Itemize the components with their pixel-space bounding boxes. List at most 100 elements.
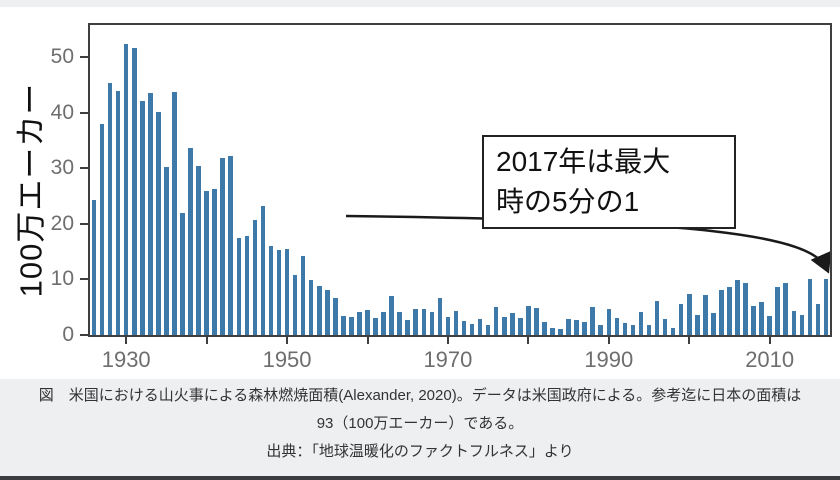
bar-1940 bbox=[204, 190, 209, 335]
bar-2003 bbox=[711, 312, 716, 335]
y-tick-label-20: 20 bbox=[50, 211, 74, 235]
bar-1946 bbox=[252, 220, 258, 335]
annotation-line-2: 時の5分の1 bbox=[496, 185, 640, 217]
x-tick-label-2010: 2010 bbox=[745, 347, 795, 372]
caption-line-1: 図 米国における山火事による森林燃焼面積(Alexander, 2020)。デー… bbox=[38, 387, 802, 404]
caption-line-3: 出典：「地球温暖化のファクトフルネス」より bbox=[266, 443, 574, 460]
x-tick-label-1950: 1950 bbox=[262, 347, 312, 372]
annotation-box: 2017年は最大 時の5分の1 bbox=[482, 135, 736, 229]
bar-1982 bbox=[542, 321, 547, 335]
x-tick-2000 bbox=[688, 337, 691, 344]
bar-1932 bbox=[139, 100, 145, 335]
bar-1955 bbox=[324, 290, 330, 335]
bar-1999 bbox=[678, 303, 684, 335]
y-tick-50 bbox=[80, 56, 88, 59]
bar-2007 bbox=[743, 283, 748, 335]
bar-1977 bbox=[501, 317, 507, 335]
bar-1975 bbox=[485, 325, 491, 335]
bar-1958 bbox=[349, 316, 354, 335]
x-tick-1960 bbox=[366, 337, 369, 344]
bar-1994 bbox=[638, 312, 644, 335]
chart-figure: 100万エーカー 2017年は最大 時の5分の1 0 10 20 30 40 50 1930… bbox=[0, 7, 840, 379]
bar-1986 bbox=[574, 320, 579, 335]
bar-1969 bbox=[437, 297, 443, 335]
bar-2010 bbox=[767, 316, 772, 335]
bar-1998 bbox=[670, 327, 676, 335]
bar-1936 bbox=[172, 91, 177, 335]
bar-2006 bbox=[735, 280, 740, 335]
bar-1935 bbox=[164, 166, 169, 335]
bar-1978 bbox=[509, 313, 515, 335]
bar-1972 bbox=[461, 320, 467, 335]
bars-layer bbox=[90, 25, 830, 335]
bar-1928 bbox=[107, 83, 113, 335]
bar-1954 bbox=[316, 286, 322, 335]
bar-1988 bbox=[590, 307, 595, 335]
bar-1967 bbox=[421, 308, 427, 335]
bar-2009 bbox=[759, 302, 764, 335]
bar-2015 bbox=[807, 278, 813, 335]
caption: 図 米国における山火事による森林燃焼面積(Alexander, 2020)。デー… bbox=[0, 379, 840, 476]
bar-1980 bbox=[526, 305, 531, 335]
y-tick-30 bbox=[80, 167, 88, 170]
bar-1938 bbox=[188, 147, 193, 335]
x-tick-1990 bbox=[607, 337, 610, 344]
bar-1991 bbox=[614, 318, 620, 335]
x-tick-1970 bbox=[446, 337, 449, 344]
bar-1987 bbox=[582, 321, 587, 335]
y-tick-label-0: 0 bbox=[62, 323, 74, 346]
bar-1984 bbox=[558, 328, 563, 335]
bar-2004 bbox=[719, 290, 724, 335]
bar-1942 bbox=[220, 157, 225, 335]
bar-1960 bbox=[365, 310, 370, 335]
plot-area: 2017年は最大 時の5分の1 0 10 20 30 40 50 1930 1950 1970 1… bbox=[51, 23, 832, 372]
bar-1957 bbox=[341, 316, 346, 335]
bar-1971 bbox=[453, 311, 459, 335]
bar-1974 bbox=[477, 318, 483, 335]
bar-1976 bbox=[493, 306, 499, 335]
bar-1981 bbox=[534, 308, 539, 335]
x-tick-1950 bbox=[286, 337, 289, 344]
bar-1943 bbox=[228, 155, 234, 335]
bar-1985 bbox=[566, 318, 571, 335]
bar-1996 bbox=[654, 301, 660, 335]
x-tick-1940 bbox=[205, 337, 208, 344]
bar-1948 bbox=[268, 246, 274, 335]
bar-1929 bbox=[115, 91, 121, 335]
bar-1930 bbox=[123, 44, 129, 335]
x-tick-2010 bbox=[768, 337, 771, 344]
bar-1949 bbox=[276, 250, 282, 335]
y-tick-label-30: 30 bbox=[50, 156, 74, 180]
y-tick-40 bbox=[80, 111, 88, 114]
bar-2014 bbox=[799, 315, 805, 335]
bar-1966 bbox=[413, 309, 419, 335]
bar-1927 bbox=[99, 124, 105, 335]
caption-line-2: 93（100万エーカー）である。 bbox=[316, 415, 524, 432]
bar-1992 bbox=[622, 323, 628, 335]
bar-1933 bbox=[148, 92, 153, 335]
bar-1945 bbox=[244, 236, 250, 335]
bar-1961 bbox=[373, 318, 378, 335]
bar-1952 bbox=[300, 256, 306, 335]
bar-1934 bbox=[156, 111, 161, 335]
y-tick-10 bbox=[80, 278, 88, 281]
bar-1997 bbox=[662, 318, 668, 335]
bar-1983 bbox=[550, 327, 555, 335]
y-tick-20 bbox=[80, 222, 88, 225]
bar-1944 bbox=[236, 237, 242, 335]
x-tick-1980 bbox=[527, 337, 530, 344]
bar-1963 bbox=[389, 295, 394, 335]
bar-1990 bbox=[606, 309, 612, 335]
bar-2016 bbox=[815, 304, 821, 335]
bar-1964 bbox=[397, 311, 402, 335]
bar-1937 bbox=[180, 212, 185, 335]
bar-1953 bbox=[308, 280, 314, 335]
x-tick-label-1970: 1970 bbox=[423, 347, 473, 372]
bar-2013 bbox=[791, 311, 797, 335]
bar-1979 bbox=[518, 318, 523, 335]
bar-1939 bbox=[196, 166, 201, 335]
bar-2005 bbox=[727, 286, 732, 335]
bar-1962 bbox=[381, 312, 386, 335]
bar-1993 bbox=[630, 325, 636, 335]
